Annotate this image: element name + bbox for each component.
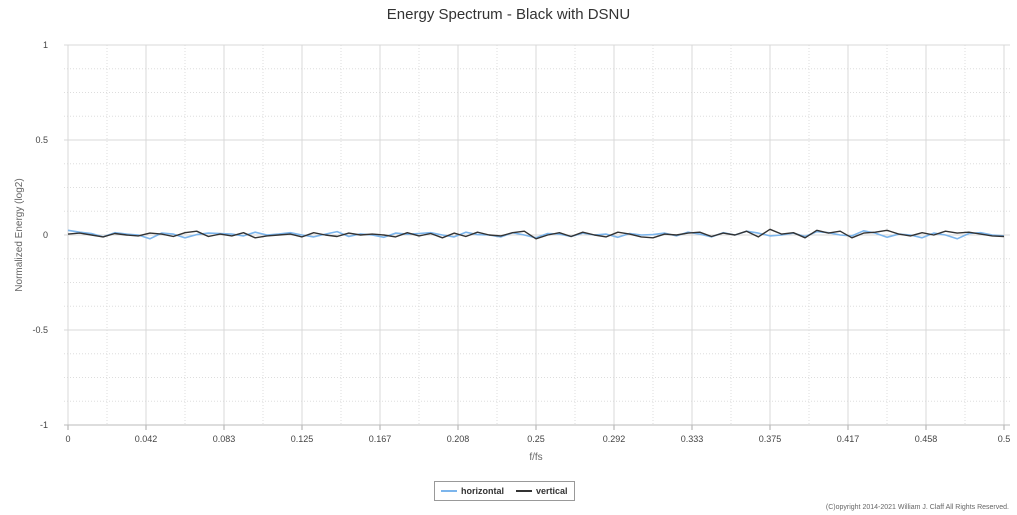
y-tick-label: 1 bbox=[43, 40, 48, 50]
x-tick-label: 0.417 bbox=[837, 434, 860, 444]
x-axis-title: f/fs bbox=[529, 452, 542, 463]
x-tick-label: 0.458 bbox=[915, 434, 938, 444]
x-tick-label: 0.125 bbox=[291, 434, 314, 444]
y-tick-label: 0.5 bbox=[35, 135, 48, 145]
legend-label-horizontal: horizontal bbox=[461, 486, 504, 496]
x-tick-label: 0.042 bbox=[135, 434, 158, 444]
y-tick-label: -1 bbox=[40, 420, 48, 430]
x-tick-label: 0.208 bbox=[447, 434, 470, 444]
x-tick-label: 0.292 bbox=[603, 434, 626, 444]
x-tick-label: 0.167 bbox=[369, 434, 392, 444]
legend-item-vertical[interactable]: vertical bbox=[516, 486, 568, 496]
series-layer bbox=[67, 228, 1005, 240]
x-tick-label: 0.5 bbox=[998, 434, 1011, 444]
axis-layer: 1 0.5 0 -0.5 -1 0 0.042 0.083 0.125 0.167 0.208 0.2… bbox=[32, 40, 1010, 444]
legend-swatch-horizontal bbox=[441, 490, 457, 492]
series-line-vertical bbox=[67, 228, 1005, 240]
copyright-notice: (C)opyright 2014-2021 William J. Claff A… bbox=[825, 504, 1009, 511]
x-tick-label: 0.375 bbox=[759, 434, 782, 444]
y-tick-label: 0 bbox=[43, 230, 48, 240]
x-tick-label: 0.083 bbox=[213, 434, 236, 444]
legend: horizontal vertical bbox=[434, 481, 575, 501]
legend-item-horizontal[interactable]: horizontal bbox=[441, 486, 504, 496]
legend-swatch-vertical bbox=[516, 490, 532, 492]
legend-label-vertical: vertical bbox=[536, 486, 568, 496]
y-tick-label: -0.5 bbox=[32, 325, 48, 335]
x-tick-label: 0.333 bbox=[681, 434, 704, 444]
y-axis-title: Normalized Energy (log2) bbox=[14, 178, 25, 291]
x-tick-label: 0.25 bbox=[527, 434, 545, 444]
chart-title: Energy Spectrum - Black with DSNU bbox=[386, 6, 631, 23]
x-tick-label: 0 bbox=[65, 434, 70, 444]
